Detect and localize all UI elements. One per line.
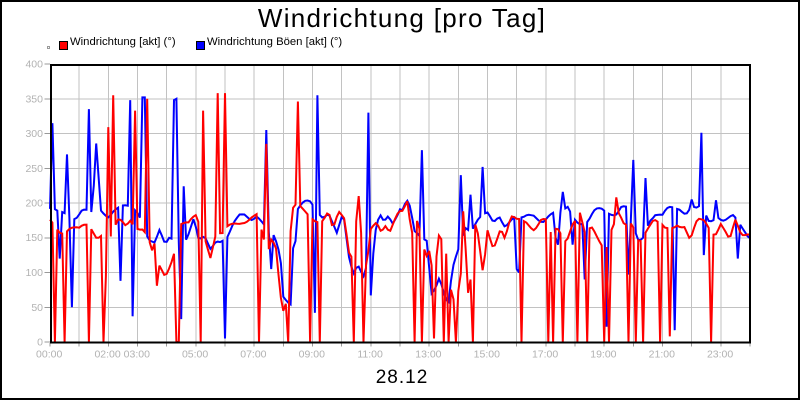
svg-text:0: 0 [37, 337, 43, 349]
svg-text:21:00: 21:00 [649, 349, 675, 361]
svg-text:02:00: 02:00 [94, 349, 120, 361]
svg-text:15:00: 15:00 [474, 349, 500, 361]
svg-text:23:00: 23:00 [707, 349, 733, 361]
svg-text:17:00: 17:00 [532, 349, 558, 361]
svg-text:100: 100 [25, 267, 43, 279]
svg-text:05:00: 05:00 [182, 349, 208, 361]
svg-text:19:00: 19:00 [590, 349, 616, 361]
svg-text:50: 50 [31, 302, 43, 314]
svg-text:13:00: 13:00 [415, 349, 441, 361]
svg-text:150: 150 [25, 232, 43, 244]
svg-text:350: 350 [25, 93, 43, 105]
svg-text:03:00: 03:00 [124, 349, 150, 361]
svg-text:300: 300 [25, 128, 43, 140]
svg-text:09:00: 09:00 [299, 349, 325, 361]
svg-text:400: 400 [25, 59, 43, 71]
svg-text:00:00: 00:00 [36, 349, 62, 361]
svg-text:07:00: 07:00 [240, 349, 266, 361]
svg-text:200: 200 [25, 198, 43, 210]
svg-text:11:00: 11:00 [357, 349, 383, 361]
svg-text:250: 250 [25, 163, 43, 175]
